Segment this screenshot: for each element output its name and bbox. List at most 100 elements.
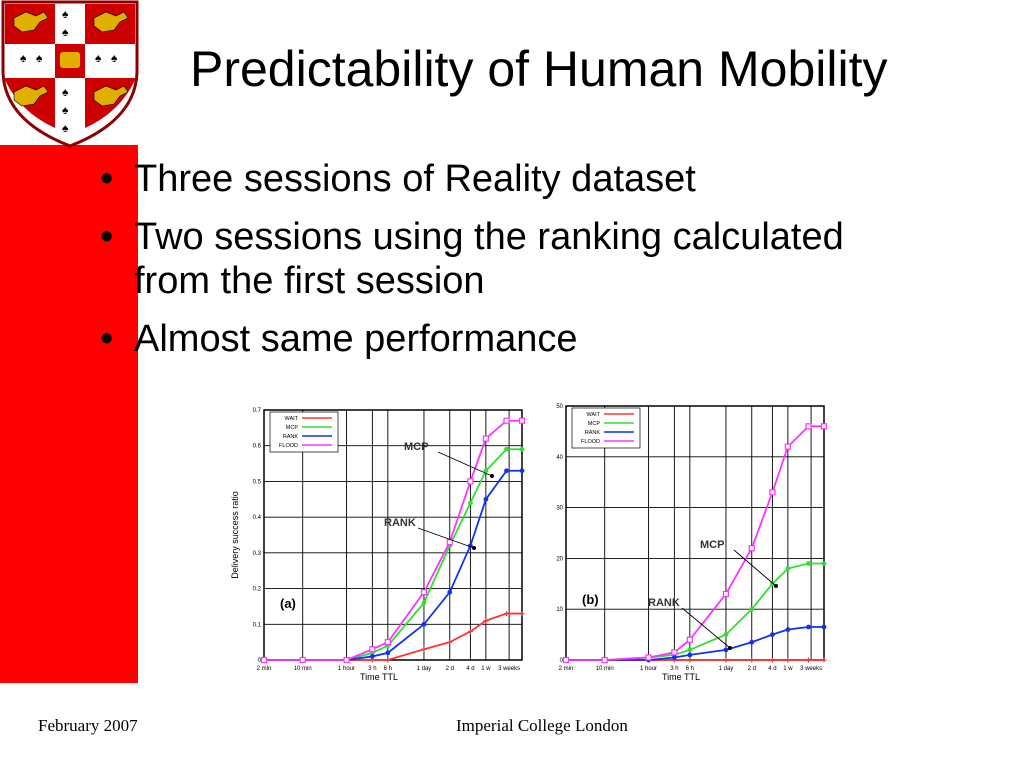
legend-label: WAIT	[586, 412, 600, 418]
svg-text:♠: ♠	[95, 51, 102, 65]
y-axis-label: Delivery success ratio	[230, 491, 240, 579]
x-tick-label: 10 min	[294, 666, 312, 672]
data-point-flood	[260, 656, 268, 664]
bullet-item: • Three sessions of Reality dataset	[100, 150, 1000, 208]
x-tick-label: 3 weeks	[800, 666, 822, 672]
annotation-arrow-head	[490, 474, 494, 478]
legend-label: FLOOD	[279, 443, 298, 449]
data-point-mcp	[483, 468, 489, 474]
chart-b-total-cost: 0 10 20 30 40 50 2 min 10 min 1 hour 3 h 6 h 1 day 2…	[540, 404, 828, 682]
data-point-flood	[467, 478, 474, 485]
annotation-label: RANK	[384, 517, 416, 529]
svg-text:♠: ♠	[36, 51, 43, 65]
data-point-wait	[504, 611, 510, 617]
data-point-flood	[420, 589, 428, 596]
x-tick-label: 1 w	[783, 666, 793, 672]
bullet-text: Two sessions using the ranking calculate…	[134, 216, 844, 258]
data-point-wait	[806, 657, 812, 663]
x-axis-label: Time TTL	[662, 672, 700, 682]
y-tick-label: 0.1	[253, 622, 262, 628]
annotation-arrow-head	[774, 584, 778, 588]
data-point-rank	[447, 589, 453, 595]
annotation-arrow	[733, 549, 777, 587]
bullet-item: • Two sessions using the ranking calcula…	[100, 208, 1000, 310]
data-point-rank	[421, 621, 427, 627]
annotation-arrow-head	[472, 546, 476, 550]
slide-title: Predictability of Human Mobility	[190, 41, 888, 97]
x-tick-label: 6 h	[686, 666, 694, 672]
data-point-mcp	[821, 561, 827, 566]
svg-text:♠: ♠	[20, 51, 27, 65]
annotation-arrow-head	[728, 646, 732, 650]
bullet-dot-icon: •	[100, 158, 114, 200]
bullet-text: Almost same performance	[134, 318, 578, 360]
legend-label: FLOOD	[581, 439, 600, 445]
data-point-mcp	[770, 581, 775, 587]
x-tick-label: 4 d	[466, 666, 474, 672]
data-point-flood	[784, 443, 791, 450]
x-tick-label: 3 h	[368, 666, 376, 672]
x-tick-label: 1 day	[417, 666, 432, 672]
data-point-flood	[686, 636, 693, 643]
data-point-wait	[447, 639, 453, 645]
bullet-text: Three sessions of Reality dataset	[134, 158, 696, 200]
data-point-mcp	[421, 600, 427, 606]
data-point-mcp	[806, 561, 811, 566]
data-point-wait	[467, 628, 473, 634]
x-tick-label: 1 hour	[640, 666, 657, 672]
bullet-dot-icon: •	[100, 318, 114, 360]
bullet-item: • Almost same performance	[100, 310, 1000, 368]
y-tick-label: 0.7	[253, 408, 262, 414]
data-point-rank	[369, 654, 375, 659]
x-tick-label: 2 min	[257, 666, 272, 672]
data-point-flood	[671, 649, 678, 656]
legend-label: MCP	[588, 421, 601, 427]
data-point-rank	[806, 624, 811, 630]
bullet-dot-icon: •	[100, 216, 114, 258]
x-tick-label: 1 hour	[338, 666, 355, 672]
data-point-rank	[385, 650, 391, 656]
panel-label: (b)	[582, 592, 599, 607]
annotation-arrow	[681, 607, 731, 649]
y-tick-label: 50	[556, 404, 563, 410]
data-point-wait	[421, 646, 427, 652]
data-point-rank	[821, 624, 827, 630]
chart-a-delivery-ratio: 0 0.1 0.2 0.3 0.4 0.5 0.6 0.7 2 min 10 min 1 hour 3…	[230, 408, 526, 682]
data-point-rank	[770, 632, 775, 637]
y-tick-label: 10	[556, 607, 563, 613]
data-point-rank	[671, 655, 677, 660]
data-point-mcp	[723, 632, 729, 637]
data-point-wait	[749, 657, 755, 663]
svg-text:♠: ♠	[62, 25, 69, 39]
data-point-flood	[748, 545, 755, 552]
data-point-rank	[483, 496, 489, 502]
svg-text:♠: ♠	[62, 103, 69, 117]
data-point-flood	[299, 656, 306, 664]
svg-text:♠: ♠	[111, 51, 118, 65]
footer-date: February 2007	[38, 716, 138, 735]
data-point-rank	[687, 652, 693, 658]
y-tick-label: 0	[560, 658, 564, 664]
y-tick-label: 0.3	[253, 551, 262, 557]
annotation-arrow	[437, 451, 493, 477]
data-point-mcp	[519, 446, 525, 452]
annotation-label: MCP	[404, 441, 428, 453]
data-point-wait	[385, 657, 391, 663]
data-point-mcp	[749, 606, 755, 612]
data-point-flood	[820, 423, 828, 430]
x-tick-label: 4 d	[768, 666, 776, 672]
x-tick-label: 2 d	[748, 666, 756, 672]
data-point-rank	[785, 627, 791, 632]
svg-text:♠: ♠	[62, 85, 69, 99]
university-crest-logo: ♠ ♠ ♠ ♠ ♠ ♠ ♠ ♠ ♠	[1, 0, 139, 148]
data-point-flood	[343, 656, 350, 664]
data-point-flood	[722, 590, 730, 598]
data-point-wait	[769, 657, 775, 663]
x-tick-label: 6 h	[384, 666, 392, 672]
y-tick-label: 0.5	[253, 479, 262, 485]
data-point-rank	[723, 647, 729, 653]
x-tick-label: 3 h	[670, 666, 678, 672]
data-point-flood	[482, 435, 489, 442]
data-point-mcp	[504, 446, 509, 452]
data-point-mcp	[785, 566, 791, 571]
